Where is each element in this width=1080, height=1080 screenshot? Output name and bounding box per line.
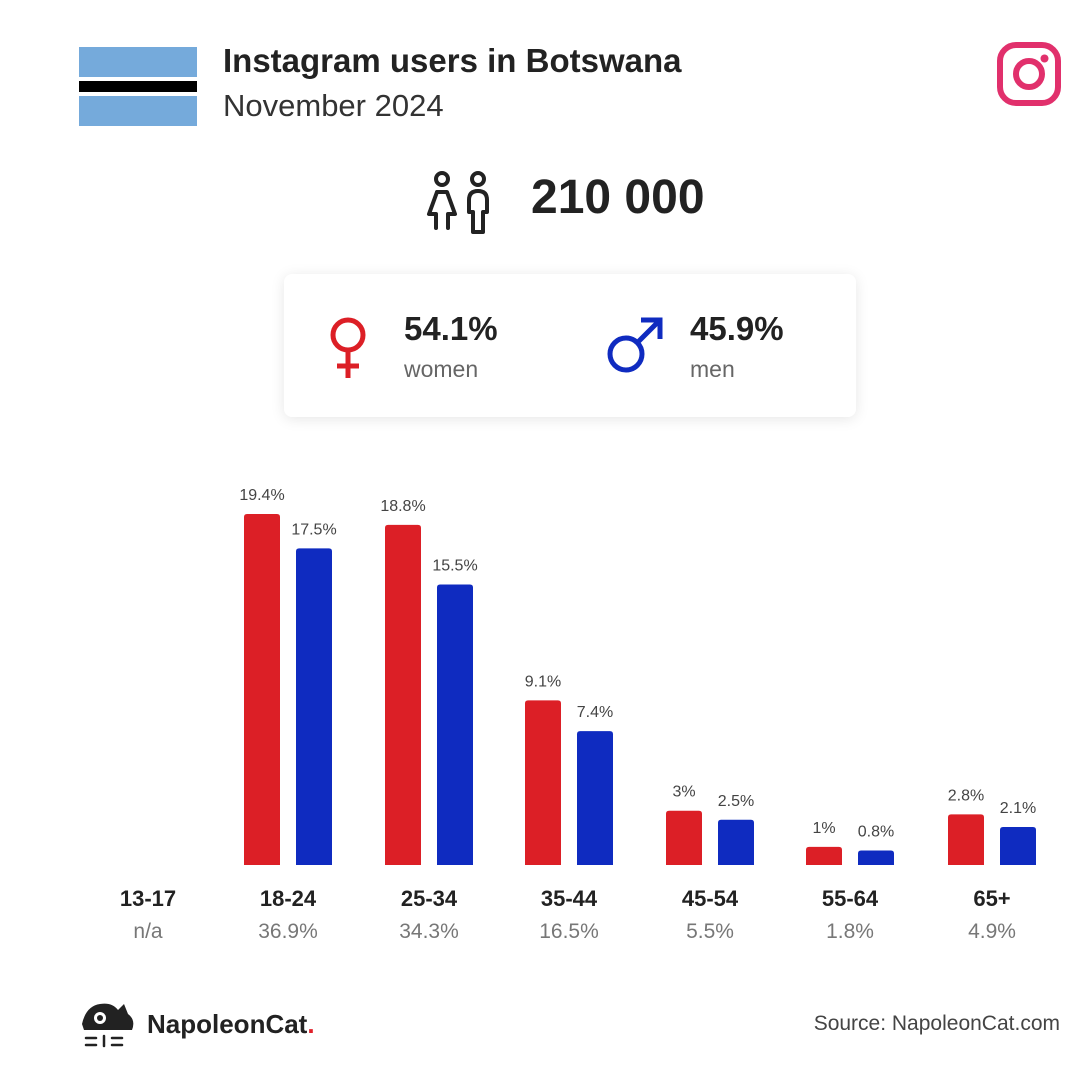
data-label-men-55-64: 0.8%	[858, 824, 894, 841]
data-label-women-35-44: 9.1%	[525, 673, 561, 690]
category-label-25-34: 25-34	[401, 886, 458, 911]
data-label-women-18-24: 19.4%	[239, 487, 284, 504]
data-label-men-18-24: 17.5%	[291, 521, 336, 538]
bar-men-65+	[1000, 827, 1036, 865]
bar-men-25-34	[437, 584, 473, 865]
bar-women-18-24	[244, 514, 280, 865]
data-label-women-45-54: 3%	[672, 784, 695, 801]
chart-subtitle: November 2024	[223, 88, 444, 123]
data-label-women-25-34: 18.8%	[380, 498, 425, 515]
category-label-45-54: 45-54	[682, 886, 739, 911]
category-label-65+: 65+	[973, 886, 1010, 911]
data-label-men-35-44: 7.4%	[577, 704, 613, 721]
instagram-icon	[997, 42, 1061, 106]
category-total-65+: 4.9%	[968, 920, 1016, 943]
category-total-35-44: 16.5%	[539, 920, 599, 943]
bar-women-35-44	[525, 700, 561, 865]
bar-women-25-34	[385, 524, 421, 865]
chart-title: Instagram users in Botswana	[223, 42, 682, 79]
data-label-women-55-64: 1%	[812, 820, 835, 837]
bar-men-18-24	[296, 548, 332, 865]
men-label: men	[690, 356, 735, 382]
data-label-men-65+: 2.1%	[1000, 800, 1036, 817]
people-icon	[427, 171, 489, 234]
women-percentage: 54.1%	[404, 310, 498, 347]
source-text: Source: NapoleonCat.com	[813, 1012, 1060, 1035]
age-gender-bar-chart: 13-17 n/a 19.4% 17.5% 18-24 36.9% 18.8% 15.5% 25…	[120, 487, 1036, 943]
category-label-18-24: 18-24	[260, 886, 317, 911]
data-label-men-25-34: 15.5%	[432, 558, 477, 575]
napoleoncat-logo-icon	[82, 1003, 134, 1048]
bar-men-55-64	[858, 850, 894, 865]
bar-women-55-64	[806, 846, 842, 865]
category-label-55-64: 55-64	[822, 886, 879, 911]
men-percentage: 45.9%	[690, 310, 784, 347]
category-total-55-64: 1.8%	[826, 920, 874, 943]
female-symbol-icon	[330, 317, 366, 378]
bar-men-45-54	[718, 819, 754, 865]
bar-men-35-44	[577, 731, 613, 865]
women-label: women	[404, 356, 479, 382]
male-symbol-icon	[607, 317, 663, 373]
category-total-45-54: 5.5%	[686, 920, 734, 943]
category-total-13-17: n/a	[133, 920, 163, 943]
category-label-13-17: 13-17	[120, 886, 176, 911]
botswana-flag-icon	[79, 47, 197, 126]
bar-women-45-54	[666, 810, 702, 865]
category-total-25-34: 34.3%	[399, 920, 459, 943]
category-total-18-24: 36.9%	[258, 920, 318, 943]
data-label-women-65+: 2.8%	[948, 787, 984, 804]
bar-women-65+	[948, 814, 984, 865]
brand-name: NapoleonCat.	[147, 1009, 315, 1039]
data-label-men-45-54: 2.5%	[718, 793, 754, 810]
gender-split-card: 54.1% women 45.9% men	[284, 274, 856, 417]
category-label-35-44: 35-44	[541, 886, 598, 911]
total-users-value: 210 000	[531, 171, 705, 224]
